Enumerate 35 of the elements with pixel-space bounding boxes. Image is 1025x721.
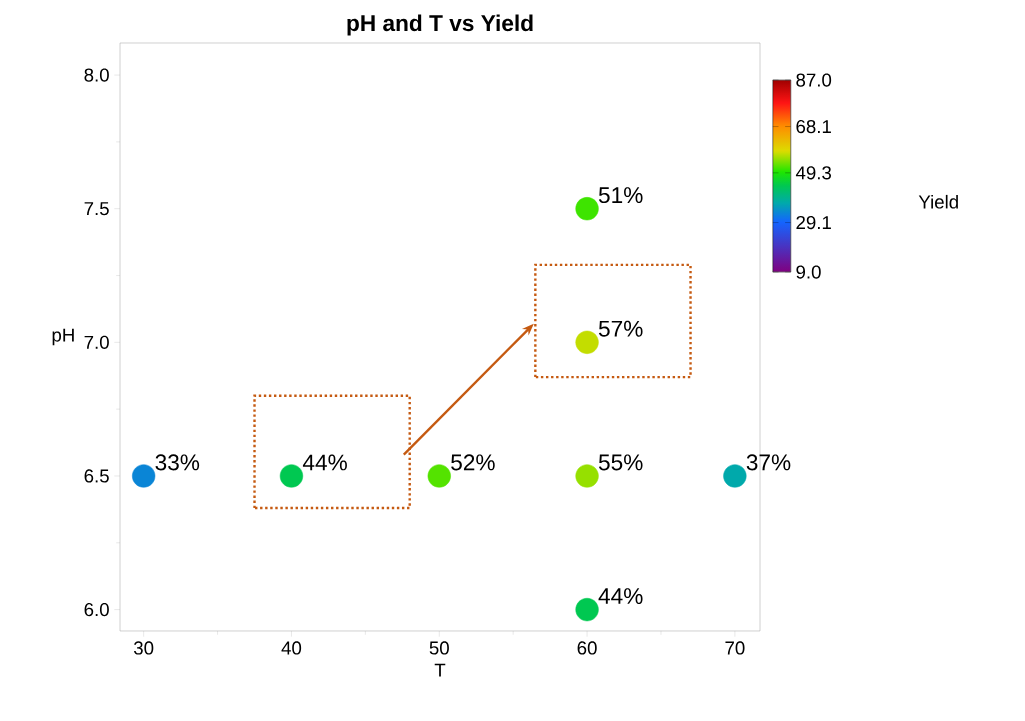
point (575, 464, 599, 488)
color-bar-label: 68.1 (796, 119, 831, 134)
point (575, 598, 599, 622)
color-bar-title: Yield (918, 194, 958, 209)
x-tick-label: 70 (725, 641, 745, 655)
y-tick-label: 8.0 (84, 68, 109, 82)
point (279, 464, 304, 488)
annotation: 57% (598, 320, 643, 337)
x-tick-label: 30 (133, 641, 154, 655)
x-tick-label: 50 (429, 641, 449, 655)
y-tick-label: 6.5 (84, 469, 109, 483)
annotation: 44% (302, 454, 347, 471)
point (575, 197, 599, 221)
y-tick-label: 7.5 (84, 202, 109, 216)
point (132, 464, 156, 488)
color-bar-label: 29.1 (796, 215, 831, 230)
annotation: 33% (155, 454, 200, 471)
color-bar-label: 49.3 (795, 166, 832, 180)
x-axis-title: T (434, 663, 446, 677)
annotation: 37% (746, 454, 791, 471)
annotation: 51% (598, 187, 643, 204)
chart-title: pH and T vs Yield (347, 14, 533, 36)
y-tick-label: 7.0 (84, 335, 109, 349)
color-bar-label: 9.0 (796, 265, 821, 279)
x-tick-label: 60 (577, 641, 597, 655)
annotation: 52% (451, 454, 495, 471)
point (575, 330, 599, 354)
y-axis-title: pH (52, 328, 74, 346)
point (723, 464, 747, 488)
point (427, 464, 451, 488)
annotation: 44% (598, 588, 643, 604)
y-tick-label: 6.0 (84, 602, 109, 617)
color-bar-label: 87.0 (796, 73, 832, 87)
x-tick-label: 40 (281, 641, 302, 655)
annotation: 55% (598, 454, 643, 471)
